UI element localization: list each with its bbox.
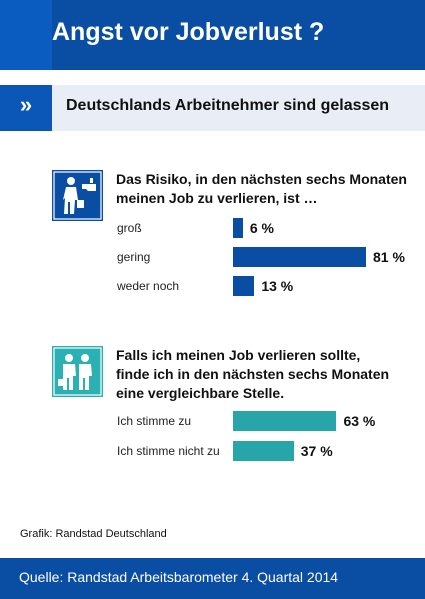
source-text: Quelle: Randstad Arbeitsbarometer 4. Qua… [19,569,339,585]
value-label: 6 % [249,220,274,236]
bar [233,218,243,238]
question-2-line3: eine vergleichbare Stelle. [116,385,285,401]
category-label: weder noch [117,279,180,293]
bar [233,276,255,296]
question-1: Das Risiko, in den nächsten sechs Monate… [116,170,407,208]
header-bar: Angst vor Jobverlust ? [0,0,425,70]
question-2-line1: Falls ich meinen Job verlieren sollte, [116,347,361,363]
header-accent [0,0,52,70]
bar [233,441,294,461]
category-label: gering [117,250,151,264]
value-label: 81 % [373,249,405,265]
bar [233,247,366,267]
category-label: groß [117,221,142,235]
double-chevron-icon: » [0,85,52,131]
question-1-line1: Das Risiko, in den nächsten sechs Monate… [116,171,407,187]
person-pointed-at-icon [52,170,103,221]
footer-bar: Quelle: Randstad Arbeitsbarometer 4. Qua… [0,558,425,599]
category-label: Ich stimme nicht zu [117,444,220,458]
bar [233,411,337,431]
page-title: Angst vor Jobverlust ? [52,18,325,46]
value-label: 13 % [261,278,294,294]
question-2: Falls ich meinen Job verlieren sollte, f… [116,346,389,403]
credit-text: Grafik: Randstad Deutschland [20,528,167,540]
subheader-text: Deutschlands Arbeitnehmer sind gelassen [66,97,390,114]
value-label: 63 % [343,413,376,429]
value-label: 37 % [300,443,333,459]
subheader-bar: » Deutschlands Arbeitnehmer sind gelasse… [0,85,425,131]
category-label: Ich stimme zu [117,414,192,428]
question-1-line2: meinen Job zu verlieren, ist … [116,190,318,206]
two-workers-icon [52,346,103,397]
question-2-line2: finde ich in den nächsten sechs Monaten [116,366,390,382]
